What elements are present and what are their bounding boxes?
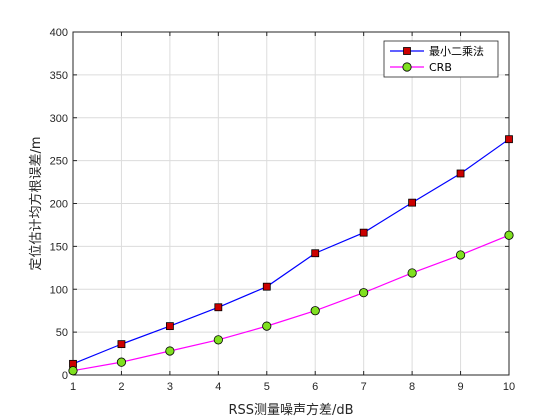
data-point bbox=[455, 250, 466, 260]
x-tick-label: 4 bbox=[215, 381, 221, 393]
data-point bbox=[116, 357, 127, 367]
data-point bbox=[407, 268, 417, 278]
data-point bbox=[165, 322, 174, 331]
data-point bbox=[262, 282, 271, 291]
y-axis-label: 定位估计均方根误差/m bbox=[28, 136, 44, 270]
data-point bbox=[310, 306, 320, 316]
y-tick-label: 350 bbox=[50, 70, 68, 82]
x-tick-label: 8 bbox=[409, 381, 415, 393]
x-tick-label: 9 bbox=[457, 381, 463, 393]
x-axis-label: RSS测量噪声方差/dB bbox=[228, 402, 353, 418]
x-tick-label: 7 bbox=[361, 381, 367, 393]
grid bbox=[73, 32, 509, 375]
y-tick-label: 250 bbox=[50, 156, 68, 168]
data-point bbox=[504, 230, 514, 240]
legend-label: 最小二乘法 bbox=[429, 44, 484, 58]
x-tick-label: 2 bbox=[118, 381, 124, 393]
y-tick-label: 400 bbox=[50, 27, 68, 39]
legend-marker bbox=[402, 62, 412, 72]
data-point bbox=[165, 346, 175, 356]
y-tick-label: 50 bbox=[56, 327, 68, 339]
y-tick-label: 0 bbox=[62, 370, 68, 382]
data-point bbox=[262, 321, 272, 331]
x-tick-label: 1 bbox=[70, 381, 76, 393]
y-tick-label: 150 bbox=[50, 241, 68, 253]
series-2 bbox=[68, 230, 514, 376]
x-tick-label: 5 bbox=[264, 381, 270, 393]
data-point bbox=[359, 228, 368, 237]
data-point bbox=[214, 303, 223, 312]
data-point bbox=[117, 340, 126, 349]
data-point bbox=[311, 249, 320, 258]
y-tick-label: 200 bbox=[50, 199, 68, 211]
data-point bbox=[408, 198, 417, 207]
data-point bbox=[505, 135, 513, 144]
legend-box bbox=[383, 40, 499, 78]
y-tick-label: 100 bbox=[50, 284, 68, 296]
legend: 最小二乘法 CRB bbox=[383, 40, 499, 78]
x-tick-label: 6 bbox=[312, 381, 318, 393]
x-tick-label: 10 bbox=[503, 381, 515, 393]
legend-marker bbox=[403, 47, 411, 55]
data-point bbox=[68, 366, 78, 376]
data-point bbox=[456, 169, 465, 178]
x-tick-label: 3 bbox=[167, 381, 173, 393]
series bbox=[68, 135, 514, 376]
data-point bbox=[359, 288, 369, 298]
series-line bbox=[72, 234, 510, 372]
legend-label: CRB bbox=[429, 61, 452, 74]
data-point bbox=[213, 335, 223, 345]
series-line bbox=[72, 138, 510, 365]
y-tick-label: 300 bbox=[50, 113, 68, 125]
series-1 bbox=[69, 135, 513, 368]
